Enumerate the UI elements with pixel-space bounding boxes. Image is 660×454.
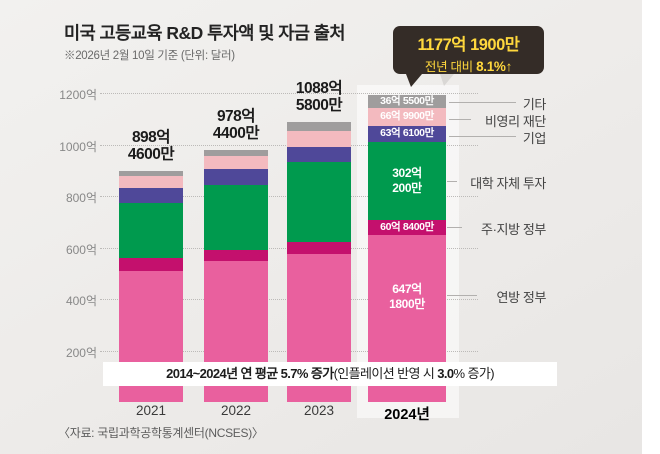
bar-segment <box>204 156 268 170</box>
bar-segment <box>287 130 351 148</box>
bar-segment <box>119 188 183 204</box>
legend-connector-line <box>447 181 457 182</box>
callout-yoy-change: 전년 대비 8.1%↑ <box>393 56 544 75</box>
legend-label: 기타 <box>522 97 547 112</box>
annotation-inflation-percent: 3.0 <box>437 366 454 381</box>
total-callout-bubble: 1177억 1900만 전년 대비 8.1%↑ <box>393 26 544 87</box>
bar-segment: 36억 5500만 <box>368 95 446 109</box>
average-growth-annotation: 2014~2024년 연 평균 5.7% 증가(인플레이션 반영 시 3.0% … <box>103 362 557 386</box>
y-axis-tick-label: 400억 <box>65 294 97 308</box>
legend-connector-line <box>449 102 516 103</box>
x-axis-label: 2021 <box>135 403 167 418</box>
chart-subtitle: ※2026년 2월 10일 기준 (단위: 달러) <box>64 50 235 62</box>
data-source: 〈자료: 국립과학공학통계센터(NCSES)〉 <box>58 426 264 440</box>
x-axis-label: 2023 <box>303 403 335 418</box>
page-title: 미국 고등교육 R&D 투자액 및 자금 출처 <box>64 23 346 43</box>
x-axis-label: 2024년 <box>384 407 430 423</box>
bar-segment <box>204 185 268 250</box>
annotation-paren-open: (인플레이션 반영 시 <box>333 366 438 381</box>
bar-segment <box>287 162 351 242</box>
bar-total-label: 898억 4600만 <box>127 128 175 163</box>
callout-tail <box>406 74 422 87</box>
bar-segment: 66억 9900만 <box>368 108 446 126</box>
x-axis-label: 2022 <box>220 403 252 418</box>
y-axis-tick-label: 1000억 <box>59 139 97 154</box>
bar-total-label: 978억 4400만 <box>212 108 260 143</box>
annotation-bold-text: 2014~2024년 연 평균 5.7% 증가 <box>166 366 334 381</box>
bar-segment <box>204 150 268 157</box>
bar-total-label: 1088억 5800만 <box>295 79 343 115</box>
bar-segment <box>119 257 183 271</box>
legend-connector-line <box>447 295 477 296</box>
bar-segment <box>119 170 183 177</box>
legend-label: 주·지방 정부 <box>481 222 546 237</box>
grid-line <box>100 93 478 94</box>
legend-label: 연방 정부 <box>496 290 547 305</box>
bar-segment <box>287 121 351 131</box>
y-axis-tick-label: 600억 <box>65 242 97 257</box>
legend-label: 기업 <box>522 131 547 146</box>
callout-yoy-prefix: 전년 대비 <box>424 60 477 74</box>
segment-value-label: 66억 9900만 <box>380 110 434 123</box>
y-axis-tick-label: 200억 <box>65 345 97 360</box>
bar-segment <box>204 249 268 262</box>
legend-label: 대학 자체 투자 <box>470 176 546 191</box>
legend-connector-line <box>449 119 471 120</box>
bar-segment <box>119 176 183 189</box>
legend-label: 비영리 재단 <box>484 114 546 129</box>
segment-value-label: 36억 5500만 <box>380 95 434 108</box>
legend-connector-line <box>447 227 462 228</box>
bar-segment <box>287 147 351 163</box>
bar-segment <box>119 203 183 258</box>
bar-segment: 60억 8400만 <box>368 219 446 236</box>
y-axis-tick-label: 800억 <box>65 191 97 205</box>
segment-value-label: 60억 8400만 <box>380 221 434 233</box>
bar-segment <box>204 169 268 186</box>
callout-yoy-percent: 8.1%↑ <box>476 59 513 74</box>
bar-segment: 63억 6100만 <box>368 125 446 142</box>
bar-segment <box>287 241 351 255</box>
callout-total-value: 1177억 1900만 <box>417 36 520 54</box>
bar-segment: 302억 200만 <box>368 141 446 220</box>
y-axis-tick-label: 1200억 <box>59 88 97 102</box>
callout-tail-shadow <box>440 74 454 86</box>
legend-connector-line <box>449 136 516 137</box>
segment-value-label: 647억 1800만 <box>389 281 425 311</box>
segment-value-label: 63억 6100만 <box>380 127 434 140</box>
annotation-paren-close: % 증가) <box>453 366 495 381</box>
segment-value-label: 302억 200만 <box>392 165 422 195</box>
